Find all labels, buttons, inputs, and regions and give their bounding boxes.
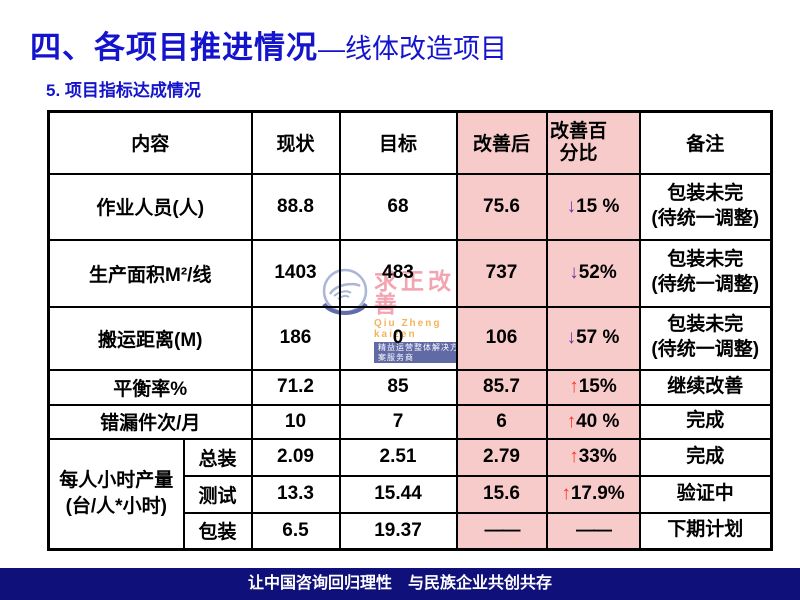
current-value: 6.5 [250,511,341,551]
current-value: 2.09 [250,437,341,477]
row-subname: 包装 [182,511,253,551]
improve-pct-value: —— [545,511,641,551]
current-value: 13.3 [250,474,341,514]
improved-value: 85.7 [455,368,548,406]
metrics-table: 内容 现状 目标 改善后 改善百分比 备注 作业人员(人) 88.8 68 75… [47,110,773,551]
remark-value: 验证中 [638,474,773,514]
target-value: 2.51 [338,437,458,477]
down-arrow-icon: ↓ [569,262,579,283]
header-current: 现状 [250,110,341,175]
header-improve-pct: 改善百分比 [545,110,641,175]
improve-pct-value: ↑33% [545,437,641,477]
target-value: 15.44 [338,474,458,514]
header-target: 目标 [338,110,458,175]
remark-value: 包装未完 (待统一调整) [638,238,773,308]
page-title-main: 四、各项目推进情况 [30,30,318,65]
row-name: 搬运距离(M) [47,305,253,371]
page-title-sub: —线体改造项目 [318,34,507,64]
improve-pct-value: ↑40 % [545,403,641,440]
improved-value: 106 [455,305,548,371]
target-value: 483 [338,238,458,308]
down-arrow-icon: ↓ [566,327,577,348]
row-name: 作业人员(人) [47,172,253,241]
remark-value: 包装未完 (待统一调整) [638,172,773,241]
target-value: 0 [338,305,458,371]
table-row: 测试 13.3 15.44 15.6 ↑17.9% 验证中 [49,474,773,514]
table-row: 包装 6.5 19.37 —— —— 下期计划 [49,511,773,551]
row-subname: 总装 [182,437,253,477]
row-name: 平衡率% [47,368,253,406]
up-arrow-icon: ↑ [561,483,571,504]
current-value: 186 [250,305,341,371]
target-value: 85 [338,368,458,406]
section-subtitle: 5. 项目指标达成情况 [46,81,201,100]
improve-pct-value: ↑17.9% [545,474,641,514]
target-value: 19.37 [338,511,458,551]
improve-pct-value: ↓15 % [545,172,641,241]
footer-slogan-text: 让中国咨询回归理性 与民族企业共创共存 [247,575,552,592]
remark-value: 完成 [638,403,773,440]
up-arrow-icon: ↑ [566,410,577,432]
remark-value: 包装未完 (待统一调整) [638,305,773,371]
table-row: 作业人员(人) 88.8 68 75.6 ↓15 % 包装未完 (待统一调整) [47,172,773,241]
up-arrow-icon: ↑ [569,376,579,397]
header-content: 内容 [47,110,253,175]
remark-value: 完成 [638,437,773,477]
table-row: 错漏件次/月 10 7 6 ↑40 % 完成 [47,403,773,440]
footer-slogan-bar: 让中国咨询回归理性 与民族企业共创共存 [0,568,800,600]
down-arrow-icon: ↓ [566,195,577,217]
current-value: 71.2 [250,368,341,406]
improved-value: 6 [455,403,548,440]
remark-value: 下期计划 [638,511,773,551]
header-improved: 改善后 [455,110,548,175]
improved-value: 75.6 [455,172,548,241]
target-value: 68 [338,172,458,241]
target-value: 7 [338,403,458,440]
row-group-name: 每人小时产量 (台/人*小时) [47,437,185,551]
improved-value: 737 [455,238,548,308]
row-subname: 测试 [182,474,253,514]
improved-value: 15.6 [455,474,548,514]
improved-value: —— [455,511,548,551]
row-name: 生产面积M²/线 [47,238,253,308]
table-row: 搬运距离(M) 186 0 106 ↓57 % 包装未完 (待统一调整) [47,305,773,371]
improved-value: 2.79 [455,437,548,477]
page-title: 四、各项目推进情况—线体改造项目 [30,22,507,67]
improve-pct-value: ↓52% [545,238,641,308]
current-value: 10 [250,403,341,440]
table-row: 生产面积M²/线 1403 483 737 ↓52% 包装未完 (待统一调整) [47,238,773,308]
current-value: 1403 [250,238,341,308]
header-remark: 备注 [638,110,773,175]
improve-pct-value: ↓57 % [545,305,641,371]
table-row: 每人小时产量 (台/人*小时) 总装 2.09 2.51 2.79 ↑33% 完… [47,437,773,551]
row-name: 错漏件次/月 [47,403,253,440]
header-row: 内容 现状 目标 改善后 改善百分比 备注 [47,110,773,175]
current-value: 88.8 [250,172,341,241]
remark-value: 继续改善 [638,368,773,406]
table-row: 平衡率% 71.2 85 85.7 ↑15% 继续改善 [47,368,773,406]
improve-pct-value: ↑15% [545,368,641,406]
up-arrow-icon: ↑ [569,446,579,467]
